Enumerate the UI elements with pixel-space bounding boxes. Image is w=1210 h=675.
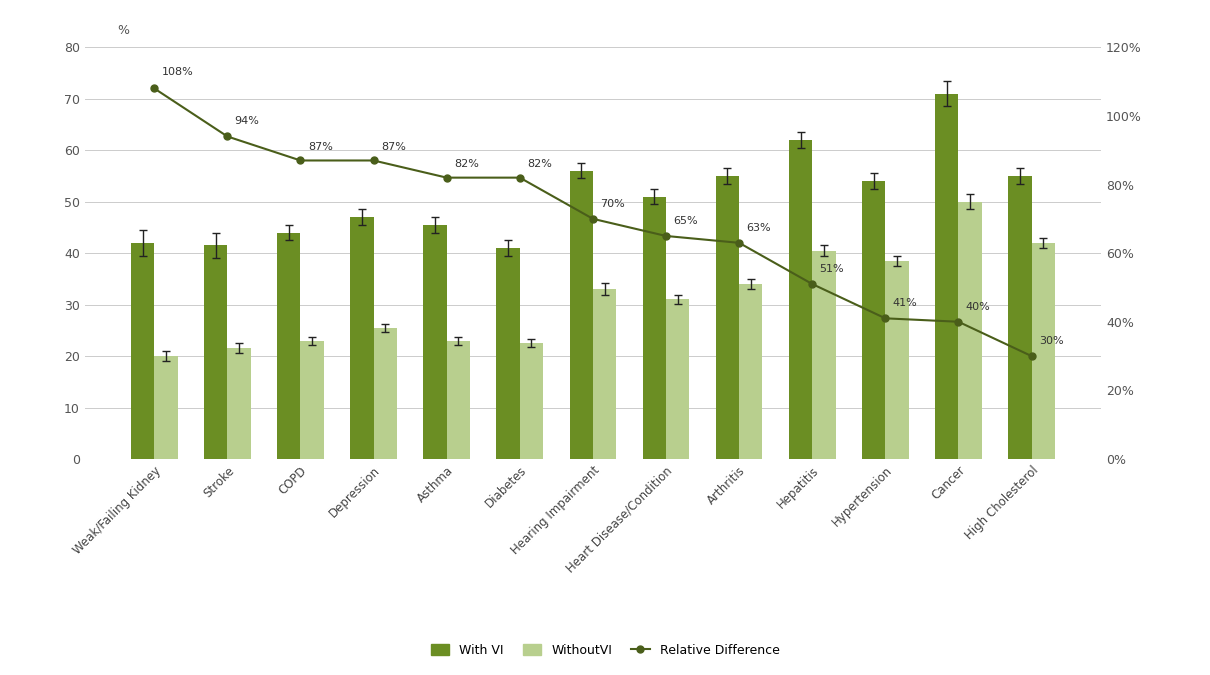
Text: 41%: 41% (893, 298, 917, 308)
Relative Difference (367, 157, 381, 165)
Relative Difference (951, 318, 966, 326)
Relative Difference (439, 173, 454, 182)
Relative Difference (805, 280, 819, 288)
Text: 40%: 40% (966, 302, 991, 312)
Bar (862, 181, 886, 459)
Text: %: % (117, 24, 129, 37)
Relative Difference (658, 232, 673, 240)
Relative Difference (732, 239, 747, 247)
Bar (496, 248, 520, 459)
Bar (715, 176, 739, 459)
Bar (1008, 176, 1031, 459)
Relative Difference (148, 84, 162, 92)
Text: 94%: 94% (235, 117, 260, 126)
Bar (520, 343, 543, 459)
Bar (739, 284, 762, 459)
Text: 82%: 82% (454, 159, 479, 169)
Text: 82%: 82% (528, 159, 552, 169)
Text: 87%: 87% (381, 142, 405, 152)
Bar (131, 243, 155, 459)
Text: 87%: 87% (307, 142, 333, 152)
Bar (812, 250, 836, 459)
Relative Difference (513, 173, 528, 182)
Bar (666, 300, 690, 459)
Text: 70%: 70% (600, 199, 624, 209)
Relative Difference (586, 215, 600, 223)
Bar (789, 140, 812, 459)
Text: 51%: 51% (819, 264, 845, 274)
Text: 108%: 108% (162, 67, 194, 77)
Bar (1031, 243, 1055, 459)
Bar (277, 232, 300, 459)
Bar (886, 261, 909, 459)
Bar (570, 171, 593, 459)
Bar (374, 328, 397, 459)
Bar (300, 341, 324, 459)
Legend: With VI, WithoutVI, Relative Difference: With VI, WithoutVI, Relative Difference (426, 639, 784, 662)
Relative Difference (293, 157, 307, 165)
Relative Difference (220, 132, 235, 140)
Bar (935, 94, 958, 459)
Bar (155, 356, 178, 459)
Relative Difference (878, 315, 893, 323)
Bar (424, 225, 446, 459)
Bar (643, 196, 666, 459)
Text: 65%: 65% (673, 216, 698, 226)
Bar (446, 341, 471, 459)
Bar (593, 289, 616, 459)
Bar (958, 202, 981, 459)
Bar (227, 348, 250, 459)
Bar (350, 217, 374, 459)
Text: 63%: 63% (747, 223, 771, 233)
Text: 30%: 30% (1039, 336, 1064, 346)
Line: Relative Difference: Relative Difference (151, 85, 1035, 360)
Bar (204, 246, 227, 459)
Relative Difference (1024, 352, 1038, 360)
